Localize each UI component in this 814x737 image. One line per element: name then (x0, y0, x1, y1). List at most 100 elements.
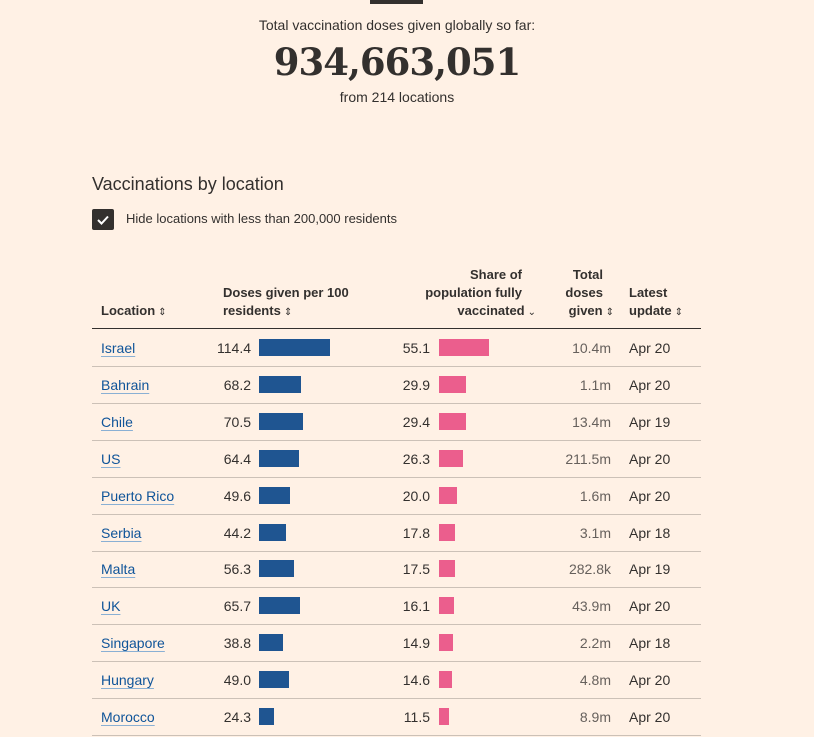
share-bar (439, 708, 449, 725)
header-total-line2: doses (565, 285, 603, 300)
hide-small-locations-label[interactable]: Hide locations with less than 200,000 re… (126, 211, 397, 226)
sort-descending-icon: ⌄ (527, 307, 536, 318)
share-value: 29.4 (402, 413, 430, 430)
table-row: Israel 114.4 55.1 10.4m Apr 20 (92, 329, 701, 367)
doses-value: 49.6 (223, 487, 251, 504)
share-bar (439, 375, 466, 393)
share-value: 55.1 (402, 340, 430, 356)
total-doses-value: 282.8k (568, 561, 611, 578)
share-bar (439, 339, 489, 356)
table-row: Malta 56.3 17.5 282.8k Apr 19 (92, 550, 701, 589)
summary-subtitle: Total vaccination doses given globally s… (258, 17, 536, 33)
header-doses-line2: residents (223, 303, 281, 318)
header-share-line2: population fully (425, 285, 522, 300)
doses-bar (259, 597, 300, 615)
header-share-line3: vaccinated (457, 303, 525, 318)
location-link[interactable]: Chile (101, 413, 133, 430)
doses-value: 68.2 (223, 376, 251, 393)
header-location-label: Location (101, 303, 156, 318)
location-link[interactable]: Morocco (101, 709, 155, 725)
header-total[interactable]: Total doses given ⇕ (560, 266, 614, 322)
total-doses-figure: 934,663,051 (273, 40, 521, 84)
location-link[interactable]: Serbia (101, 524, 142, 541)
location-link[interactable]: UK (101, 598, 121, 615)
top-accent-line (370, 0, 423, 4)
doses-bar (259, 375, 301, 393)
total-doses-value: 2.2m (579, 635, 611, 652)
doses-value: 114.4 (217, 340, 251, 356)
header-doses-line1: Doses given per 100 (223, 285, 349, 300)
location-link[interactable]: Malta (101, 561, 136, 578)
location-link[interactable]: Singapore (101, 635, 165, 652)
table-row: Puerto Rico 49.6 20.0 1.6m Apr 20 (92, 477, 701, 515)
latest-update-value: Apr 20 (629, 340, 671, 356)
latest-update-value: Apr 20 (629, 487, 671, 504)
total-doses-value: 1.1m (579, 376, 611, 393)
share-bar (439, 560, 455, 578)
share-bar (439, 486, 457, 504)
latest-update-value: Apr 19 (629, 413, 671, 430)
total-doses-value: 3.1m (579, 524, 611, 541)
total-doses-value: 10.4m (572, 340, 611, 356)
doses-bar (259, 412, 303, 430)
share-bar (439, 597, 454, 615)
doses-value: 38.8 (223, 635, 251, 652)
hide-small-locations-checkbox[interactable] (92, 209, 114, 230)
location-link[interactable]: Hungary (101, 672, 154, 689)
header-total-line3: given (568, 303, 603, 318)
total-doses-value: 1.6m (579, 487, 611, 504)
doses-bar (259, 671, 289, 689)
header-update-line2: update (629, 303, 672, 318)
header-rule (92, 328, 701, 329)
sort-icon: ⇕ (158, 307, 167, 318)
table-row: Hungary 49.0 14.6 4.8m Apr 20 (92, 661, 701, 700)
total-doses-value: 8.9m (579, 709, 611, 725)
doses-bar (259, 523, 286, 541)
table-row: UK 65.7 16.1 43.9m Apr 20 (92, 587, 701, 626)
latest-update-value: Apr 20 (629, 450, 671, 467)
doses-bar (259, 486, 290, 504)
checkmark-icon (97, 215, 109, 225)
location-link[interactable]: Puerto Rico (101, 487, 175, 504)
doses-value: 64.4 (223, 450, 251, 467)
doses-value: 44.2 (223, 524, 251, 541)
table-row: Morocco 24.3 11.5 8.9m Apr 20 (92, 698, 701, 736)
latest-update-value: Apr 18 (629, 635, 671, 652)
doses-bar (259, 449, 299, 467)
share-bar (439, 634, 453, 652)
header-doses[interactable]: Doses given per 100 residents ⇕ (223, 284, 349, 322)
header-share[interactable]: Share of population fully vaccinated ⌄ (410, 266, 536, 322)
location-link[interactable]: Bahrain (101, 376, 150, 393)
share-value: 14.9 (402, 635, 430, 652)
doses-value: 70.5 (223, 413, 251, 430)
doses-bar (259, 560, 294, 578)
table-row: Bahrain 68.2 29.9 1.1m Apr 20 (92, 366, 701, 404)
header-location[interactable]: Location ⇕ (101, 302, 167, 322)
doses-value: 56.3 (223, 561, 251, 578)
latest-update-value: Apr 20 (629, 598, 671, 615)
share-bar (439, 449, 463, 467)
share-bar (439, 523, 455, 541)
location-link[interactable]: Israel (101, 340, 136, 356)
sort-icon: ⇕ (674, 307, 684, 318)
table-row: Serbia 44.2 17.8 3.1m Apr 18 (92, 514, 701, 552)
latest-update-value: Apr 20 (629, 376, 671, 393)
total-doses-value: 211.5m (565, 450, 611, 467)
doses-bar (259, 708, 274, 725)
latest-update-value: Apr 20 (629, 672, 671, 689)
header-total-line1: Total (572, 267, 603, 282)
share-value: 20.0 (402, 487, 430, 504)
locations-note: from 214 locations (339, 89, 455, 105)
share-bar (439, 671, 452, 689)
header-share-line1: Share of (469, 267, 522, 282)
doses-bar (259, 634, 283, 652)
doses-value: 24.3 (223, 709, 251, 725)
latest-update-value: Apr 20 (629, 709, 671, 725)
share-value: 11.5 (403, 709, 430, 725)
share-value: 16.1 (402, 598, 430, 615)
header-update-line1: Latest (629, 285, 668, 300)
header-update[interactable]: Latest update ⇕ (629, 284, 683, 322)
doses-bar (259, 339, 330, 356)
total-doses-value: 4.8m (579, 672, 611, 689)
location-link[interactable]: US (101, 450, 121, 467)
